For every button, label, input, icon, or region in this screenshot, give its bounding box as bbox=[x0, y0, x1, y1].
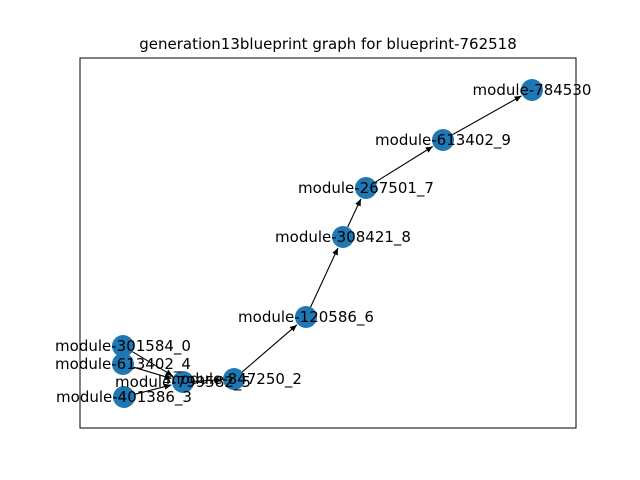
node-label: module-847250_2 bbox=[166, 370, 302, 389]
edge-n8-n9 bbox=[452, 95, 522, 136]
edge-n4-n5 bbox=[241, 324, 298, 373]
node-label: module-613402_9 bbox=[375, 131, 511, 150]
node-label: module-613402_4 bbox=[55, 355, 191, 374]
edges-layer bbox=[132, 95, 522, 395]
edge-n6-n7 bbox=[347, 198, 362, 228]
graph-node bbox=[432, 129, 454, 151]
graph-node bbox=[521, 79, 543, 101]
graph-node bbox=[355, 177, 377, 199]
graph-node bbox=[112, 353, 134, 375]
graph-node bbox=[223, 368, 245, 390]
edge-n3-n4 bbox=[193, 377, 223, 384]
node-label: module-401386_3 bbox=[56, 388, 192, 407]
graph-node bbox=[295, 306, 317, 328]
node-label: module-301584_0 bbox=[55, 337, 191, 356]
node-label: module-267501_7 bbox=[298, 179, 434, 198]
graph-node bbox=[172, 371, 194, 393]
edge-n2-n3 bbox=[134, 383, 172, 395]
graph-title: generation13blueprint graph for blueprin… bbox=[139, 35, 517, 53]
nodes-layer bbox=[112, 79, 543, 408]
edge-n7-n8 bbox=[375, 145, 434, 183]
node-label: module-784530 bbox=[473, 81, 592, 99]
edge-n5-n6 bbox=[310, 247, 339, 308]
graph-node bbox=[112, 335, 134, 357]
node-label: module-308421_8 bbox=[275, 228, 411, 247]
edge-n0-n3 bbox=[132, 351, 173, 377]
graph-node bbox=[332, 226, 354, 248]
axes-frame bbox=[79, 57, 577, 429]
edge-n1-n3 bbox=[133, 366, 172, 380]
node-label: module-120586_6 bbox=[238, 308, 374, 327]
node-label: module-799582_5 bbox=[115, 373, 251, 392]
graph-node bbox=[113, 386, 135, 408]
